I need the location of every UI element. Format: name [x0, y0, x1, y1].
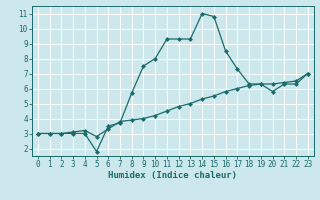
X-axis label: Humidex (Indice chaleur): Humidex (Indice chaleur): [108, 171, 237, 180]
